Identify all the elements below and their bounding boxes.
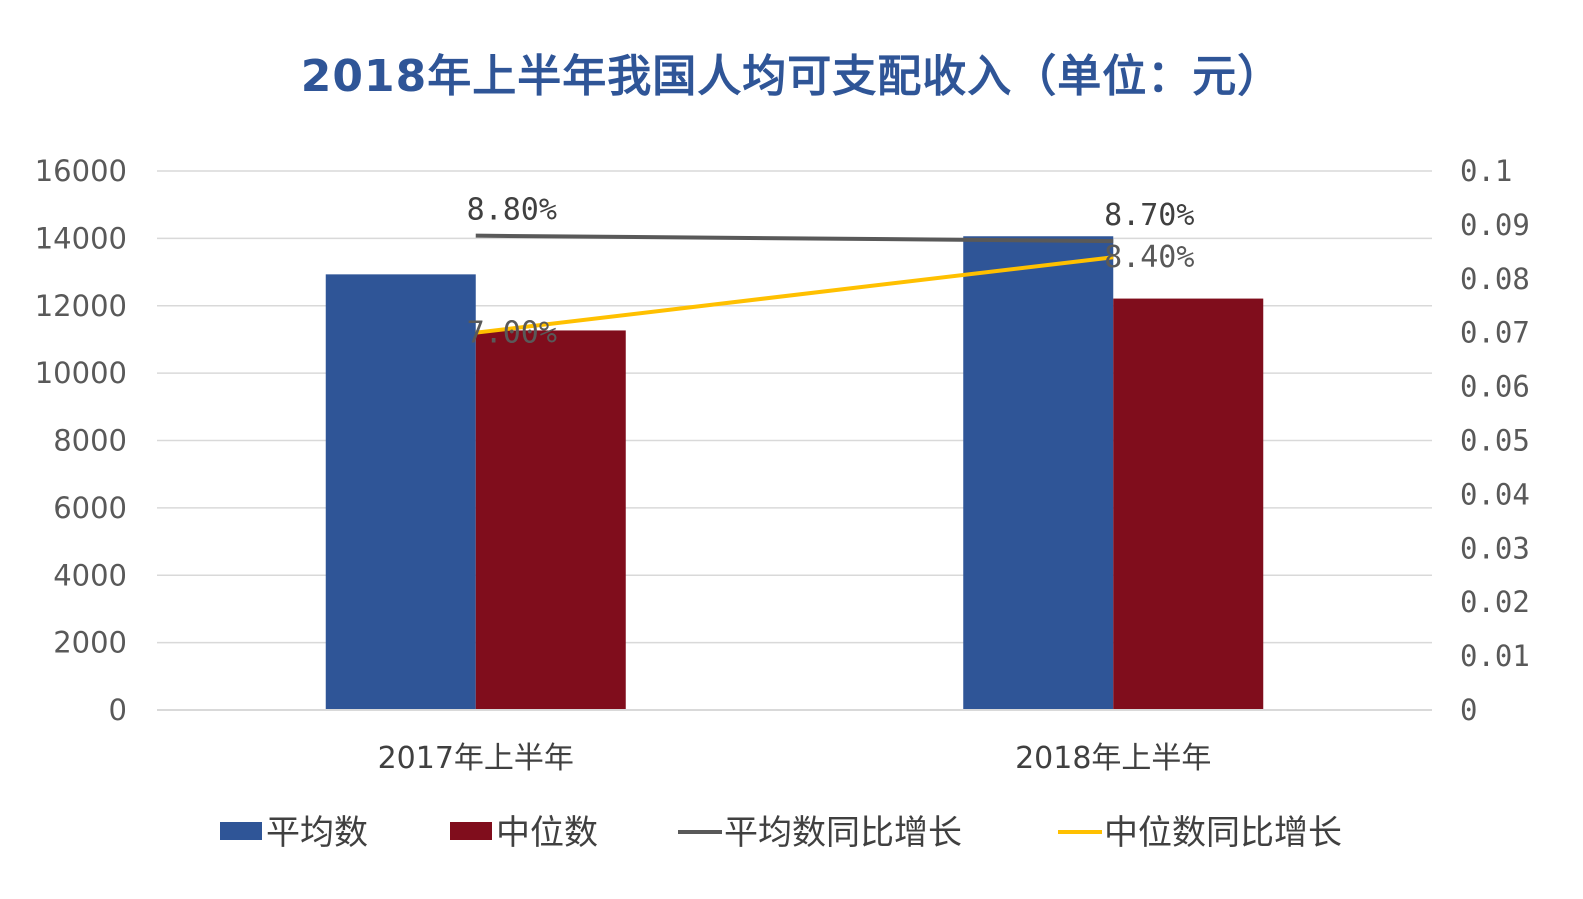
bar [475, 330, 626, 710]
y-tick-right: 0.04 [1460, 477, 1530, 511]
y-tick-left: 10000 [35, 356, 127, 390]
y-tick-right: 0.1 [1460, 154, 1512, 188]
y-tick-right: 0.01 [1460, 639, 1530, 673]
growth-lines [475, 233, 1114, 335]
x-tick-label: 2018年上半年 [1015, 741, 1211, 776]
legend-label: 中位数同比增长 [1104, 813, 1342, 853]
y-tick-left: 0 [109, 693, 127, 727]
data-label: 8.40% [1104, 240, 1194, 275]
y-tick-left: 2000 [53, 626, 127, 660]
y-tick-right: 0.03 [1460, 531, 1530, 565]
bar [325, 274, 476, 710]
y-tick-right: 0.06 [1460, 370, 1530, 404]
data-label: 7.00% [467, 316, 557, 351]
y-tick-right: 0.07 [1460, 316, 1530, 350]
legend-swatch [220, 822, 262, 840]
y-tick-left: 8000 [53, 424, 127, 458]
axes: 0 2000 4000 6000 8000 10000 12000 14000 16000 0 0.… [35, 154, 1530, 776]
y-tick-right: 0.05 [1460, 424, 1530, 458]
data-label: 8.80% [467, 193, 557, 228]
y-tick-right: 0.08 [1460, 262, 1530, 296]
y-tick-right: 0 [1460, 693, 1477, 727]
y-tick-left: 12000 [35, 289, 127, 323]
y-tick-left: 4000 [53, 558, 127, 592]
bars [325, 236, 1264, 710]
chart-title: 2018年上半年我国人均可支配收入（单位：元） [300, 51, 1283, 102]
legend-label: 平均数同比增长 [724, 813, 962, 853]
growth-line [475, 255, 1114, 335]
legend-label: 平均数 [266, 813, 368, 853]
y-tick-right: 0.09 [1460, 208, 1530, 242]
x-tick-label: 2017年上半年 [378, 741, 574, 776]
y-tick-left: 16000 [35, 154, 127, 188]
y-tick-right: 0.02 [1460, 585, 1530, 619]
data-labels: 8.80% 8.70% 7.00% 8.40% [467, 193, 1195, 351]
bar [1113, 298, 1264, 710]
legend: 平均数 中位数 平均数同比增长 中位数同比增长 [220, 813, 1342, 853]
legend-swatch [450, 822, 492, 840]
bar [963, 236, 1114, 710]
legend-label: 中位数 [496, 813, 598, 853]
growth-line [475, 233, 1114, 244]
y-tick-left: 6000 [53, 491, 127, 525]
y-tick-left: 14000 [35, 221, 127, 255]
data-label: 8.70% [1104, 198, 1194, 233]
